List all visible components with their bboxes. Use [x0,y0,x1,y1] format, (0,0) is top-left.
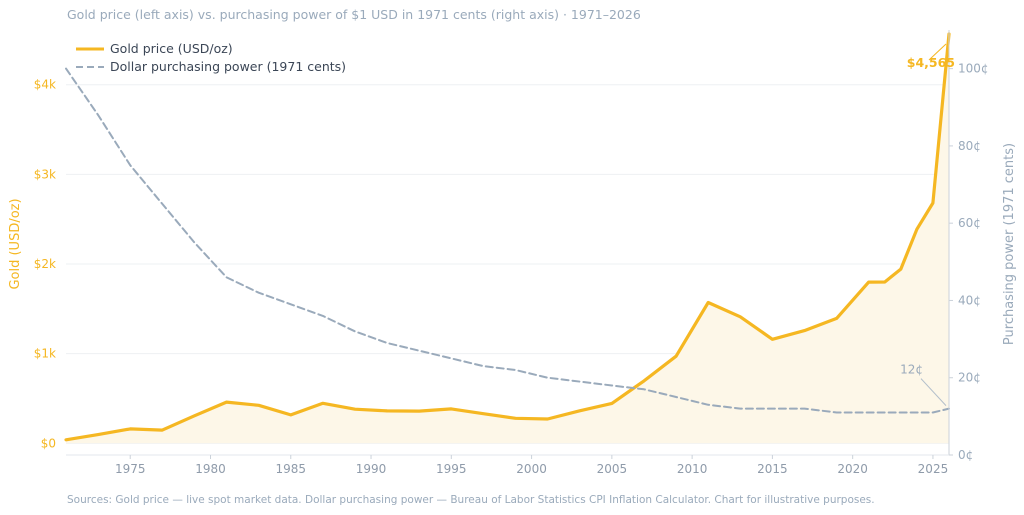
chart-footer: Sources: Gold price — live spot market d… [67,494,875,506]
x-axis-tick-label: 2025 [918,462,949,476]
x-axis-tick-label: 2000 [516,462,547,476]
left-axis-tick-label: $0 [41,436,56,450]
purchasing-power-line [65,67,950,414]
chart-title: Gold price (left axis) vs. purchasing po… [67,7,641,22]
right-axis-tick-label: 60¢ [958,216,981,230]
x-axis-tick-label: 1990 [356,462,387,476]
left-axis-tick-label: $4k [34,78,56,92]
left-axis-label: Gold (USD/oz) [8,198,23,289]
x-axis-tick-label: 1995 [436,462,467,476]
right-axis-tick-label: 80¢ [958,139,981,153]
gold-area-fill [66,34,949,444]
x-axis-tick-label: 2010 [677,462,708,476]
x-axis-tick-label: 1975 [115,462,146,476]
gold-latest-value-label: $4,565 [907,55,955,70]
right-axis-label: Purchasing power (1971 cents) [1002,143,1017,345]
right-axis-tick-label: 40¢ [958,293,981,307]
left-axis-tick-label: $3k [34,167,56,181]
left-axis-tick-label: $1k [34,347,56,361]
legend-label-gold: Gold price (USD/oz) [110,41,233,56]
x-axis-tick-label: 2015 [757,462,788,476]
annotations: $4,565 12¢ [900,43,955,406]
series-lines [64,32,951,442]
left-axis-tick-label: $2k [34,257,56,271]
x-axis-tick-label: 1980 [195,462,226,476]
purchasing-power-annotation-leader [920,378,947,406]
right-axis-tick-label: 100¢ [958,62,989,76]
right-axis-tick-label: 20¢ [958,371,981,385]
legend-label-purchasing-power: Dollar purchasing power (1971 cents) [110,59,346,74]
area-fill [66,34,949,444]
axes: $0 $1k $2k $3k $4k 0¢ 20¢ 40¢ 60¢ 80¢ 100¢ 1975 1980… [34,30,989,476]
x-axis-tick-label: 2020 [837,462,868,476]
right-axis-tick-label: 0¢ [958,448,973,462]
x-axis-tick-label: 2005 [597,462,628,476]
purchasing-power-latest-value-label: 12¢ [900,363,923,377]
legend: Gold price (USD/oz) Dollar purchasing po… [76,41,346,74]
gold-price-line [64,32,951,442]
gold-annotation-leader [928,43,947,61]
x-axis-tick-label: 1985 [275,462,306,476]
